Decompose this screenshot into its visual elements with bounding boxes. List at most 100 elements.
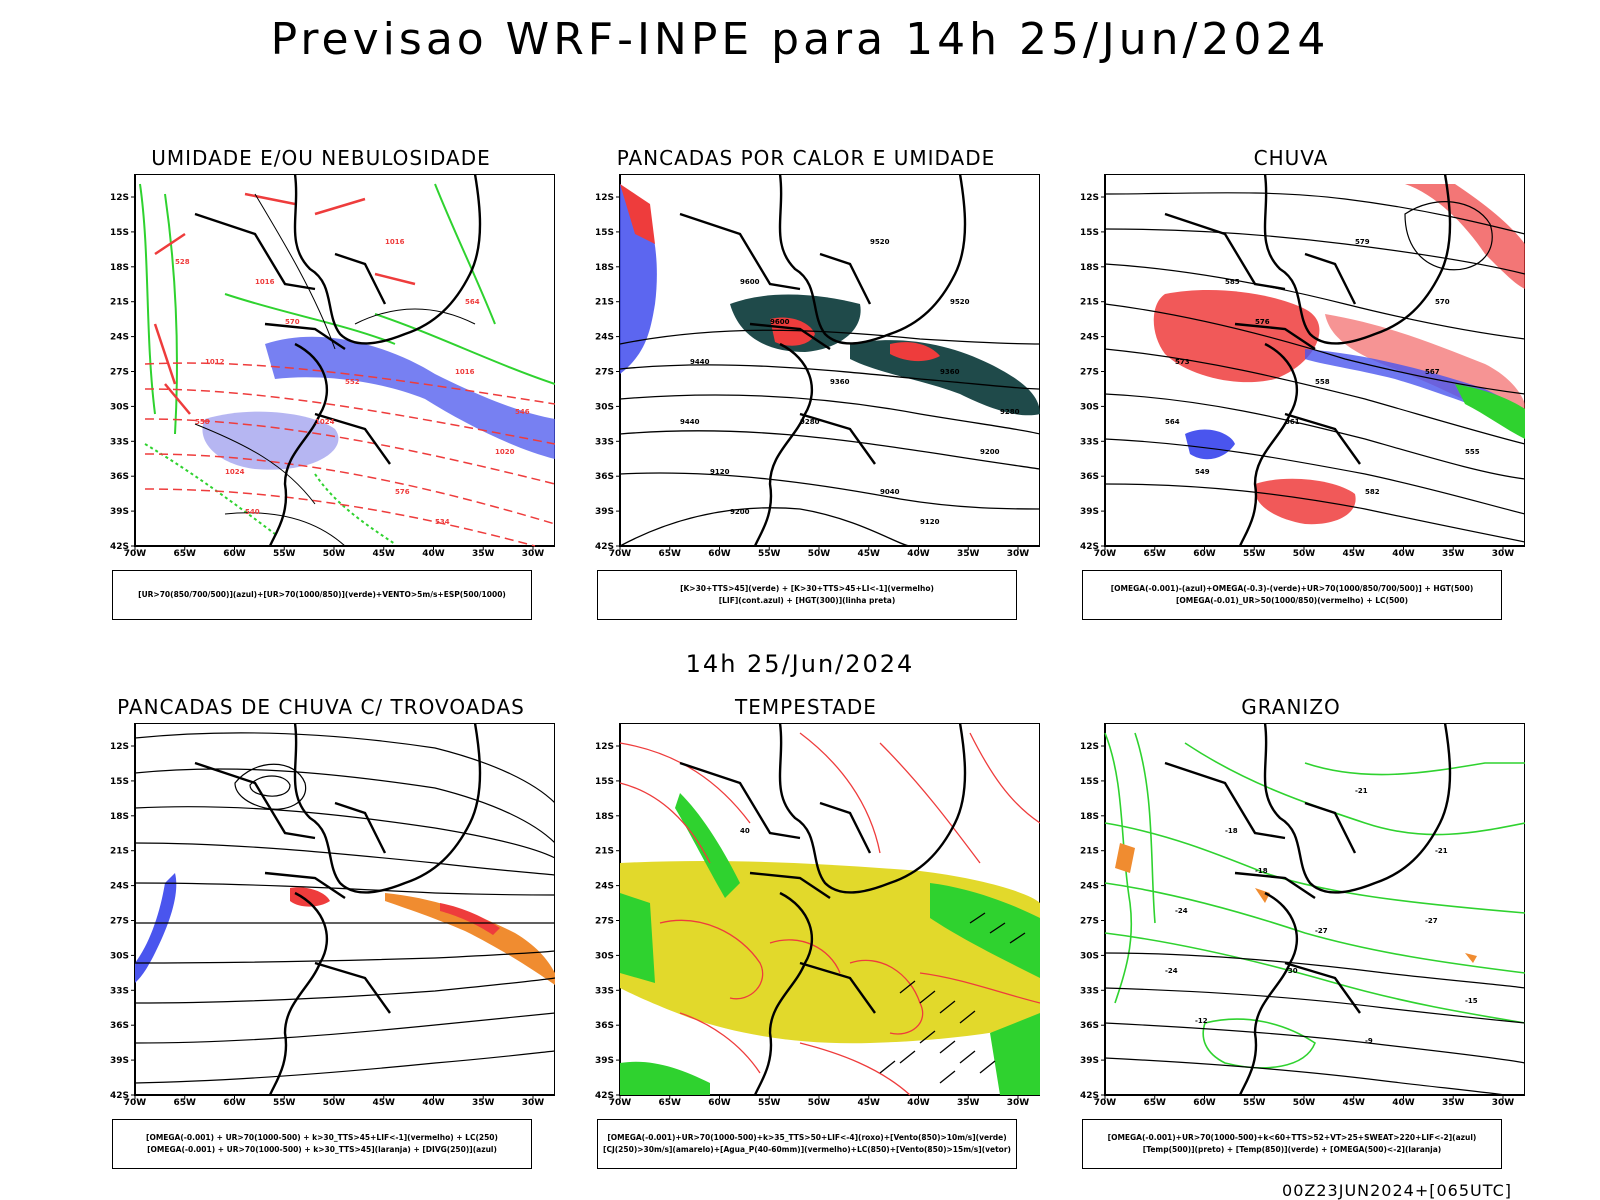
lat-tick-label: 21S	[110, 847, 129, 857]
lon-tick-label: 65W	[659, 549, 682, 559]
lon-tick-label: 45W	[858, 1098, 881, 1108]
lat-tick-label: 33S	[1080, 437, 1099, 447]
contour-label: 1024	[315, 418, 335, 426]
lat-tick-label: 30S	[595, 951, 614, 961]
contour-label: 9360	[940, 368, 960, 376]
lat-tick-label: 15S	[595, 228, 614, 238]
lat-tick-label: 24S	[1080, 333, 1099, 343]
contour-label: 9200	[730, 508, 750, 516]
contour-label: 579	[1355, 238, 1370, 246]
lat-tick-label: 27S	[110, 917, 129, 927]
panel-chuva: CHUVA 12S 15S 18S 21S 24S 27S 30S 33S 36S 39S 42S 7…	[1065, 146, 1565, 626]
lon-tick-label: 50W	[1293, 549, 1316, 559]
legend-line: [OMEGA(-0.001)+UR>70(1000-500)+k>35_TTS>…	[607, 1133, 1007, 1142]
lat-tick-label: 30S	[1080, 951, 1099, 961]
contour-label: -30	[1285, 967, 1298, 975]
lon-tick-label: 50W	[323, 1098, 346, 1108]
lon-tick-label: 55W	[1243, 549, 1266, 559]
lon-tick-label: 55W	[758, 549, 781, 559]
lat-tick-label: 15S	[1080, 228, 1099, 238]
overlay-pancadas-calor	[619, 184, 1040, 547]
legend-line: [OMEGA(-0.001) + UR>70(1000-500) + k>30_…	[146, 1133, 498, 1142]
lon-tick-label: 40W	[907, 549, 930, 559]
lat-tick-label: 36S	[110, 472, 129, 482]
contour-label: 552	[345, 378, 360, 386]
contour-label: 564	[465, 298, 480, 306]
lat-tick-label: 42S	[1080, 1091, 1099, 1101]
lat-tick-label: 24S	[110, 882, 129, 892]
lat-tick-label: 42S	[110, 1091, 129, 1101]
contour-label: 558	[195, 418, 210, 426]
contour-label: 40	[740, 827, 750, 835]
lon-tick-label: 30W	[522, 1098, 545, 1108]
lon-tick-label: 60W	[1193, 1098, 1216, 1108]
contour-label: 9520	[950, 298, 970, 306]
lon-tick-label: 30W	[522, 549, 545, 559]
lon-tick-label: 60W	[223, 549, 246, 559]
contour-label: 576	[395, 488, 410, 496]
panel-umidade: UMIDADE E/OU NEBULOSIDADE 12S 15S 18S 21S 24…	[95, 146, 595, 626]
lon-tick-label: 70W	[124, 1098, 147, 1108]
lat-tick-label: 39S	[1080, 507, 1099, 517]
panel-title: PANCADAS POR CALOR E UMIDADE	[616, 146, 996, 170]
lat-tick-label: 12S	[1080, 742, 1099, 752]
lat-tick-label: 30S	[110, 402, 129, 412]
lat-tick-label: 30S	[1080, 402, 1099, 412]
contour-label: 534	[435, 518, 450, 526]
legend-umidade: [UR>70(850/700/500)](azul)+[UR>70(1000/8…	[112, 570, 532, 620]
legend-line: [CJ(250)>30m/s](amarelo)+[Agua_P(40-60mm…	[603, 1145, 1011, 1154]
coastline-tempestade	[679, 723, 967, 1096]
lat-tick-label: 36S	[110, 1021, 129, 1031]
lat-tick-label: 21S	[1080, 298, 1099, 308]
contour-label: -27	[1425, 917, 1438, 925]
lat-tick-label: 36S	[1080, 1021, 1099, 1031]
legend-line: [UR>70(850/700/500)](azul)+[UR>70(1000/8…	[138, 590, 506, 599]
lat-tick-label: 42S	[595, 542, 614, 552]
panel-pancadas-calor: PANCADAS POR CALOR E UMIDADE 12S 15S 18S 21…	[580, 146, 1080, 626]
lon-tick-label: 60W	[708, 1098, 731, 1108]
lat-tick-label: 36S	[595, 1021, 614, 1031]
lon-tick-label: 70W	[609, 1098, 632, 1108]
contour-label: 564	[1165, 418, 1180, 426]
contour-label: 558	[1315, 378, 1330, 386]
contour-label: 1012	[205, 358, 225, 366]
contour-label: 9360	[830, 378, 850, 386]
lat-tick-label: 39S	[110, 507, 129, 517]
contour-label: 582	[1365, 488, 1380, 496]
lon-tick-label: 40W	[1392, 1098, 1415, 1108]
lat-tick-label: 15S	[595, 777, 614, 787]
panel-title: CHUVA	[1253, 146, 1329, 170]
coastline-trovoadas	[194, 723, 482, 1096]
lon-tick-label: 30W	[1492, 1098, 1515, 1108]
legend-chuva: [OMEGA(-0.001)-(azul)+OMEGA(-0.3)-(verde…	[1082, 570, 1502, 620]
contour-label: 1024	[225, 468, 245, 476]
lat-tick-label: 27S	[595, 917, 614, 927]
contour-label: -18	[1255, 867, 1268, 875]
coastline-umidade	[194, 174, 482, 547]
lon-tick-label: 50W	[808, 1098, 831, 1108]
contour-label: 9120	[710, 468, 730, 476]
legend-line: [Temp(500)](preto) + [Temp(850)](verde) …	[1142, 1145, 1442, 1154]
lon-tick-label: 45W	[1343, 549, 1366, 559]
lat-tick-label: 18S	[110, 263, 129, 273]
lat-tick-label: 33S	[595, 437, 614, 447]
lat-tick-label: 30S	[595, 402, 614, 412]
legend-tempestade: [OMEGA(-0.001)+UR>70(1000-500)+k>35_TTS>…	[597, 1119, 1017, 1169]
lat-tick-label: 42S	[1080, 542, 1099, 552]
panel-granizo: GRANIZO 12S 15S 18S 21S 24S 27S 30S 33S 36S 39S 42…	[1065, 695, 1565, 1175]
contour-label: 540	[245, 508, 260, 516]
lon-tick-label: 70W	[1094, 1098, 1117, 1108]
lon-tick-label: 55W	[273, 549, 296, 559]
contour-label: 1016	[385, 238, 405, 246]
lon-tick-label: 70W	[609, 549, 632, 559]
lat-tick-label: 15S	[110, 777, 129, 787]
lon-tick-label: 55W	[758, 1098, 781, 1108]
contour-label: 9280	[1000, 408, 1020, 416]
